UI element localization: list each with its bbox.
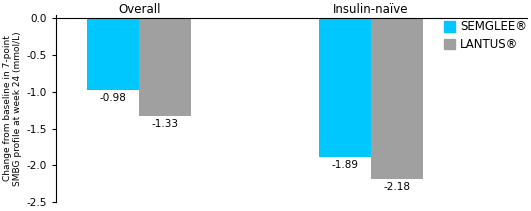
Text: -2.18: -2.18 [383,182,410,192]
Y-axis label: Change from baseline in 7-point
SMBG profile at week 24 (mmol/L): Change from baseline in 7-point SMBG pro… [3,31,22,186]
Legend: SEMGLEE®, LANTUS®: SEMGLEE®, LANTUS® [443,20,527,51]
Text: -1.33: -1.33 [151,119,178,129]
Text: Overall: Overall [118,3,160,16]
Bar [139,18,191,116]
Text: -0.98: -0.98 [100,93,126,103]
Bar [319,18,371,157]
Bar [87,18,139,90]
Text: Insulin-naïve: Insulin-naïve [333,3,408,16]
Text: -1.89: -1.89 [331,160,358,170]
Bar [371,18,423,179]
